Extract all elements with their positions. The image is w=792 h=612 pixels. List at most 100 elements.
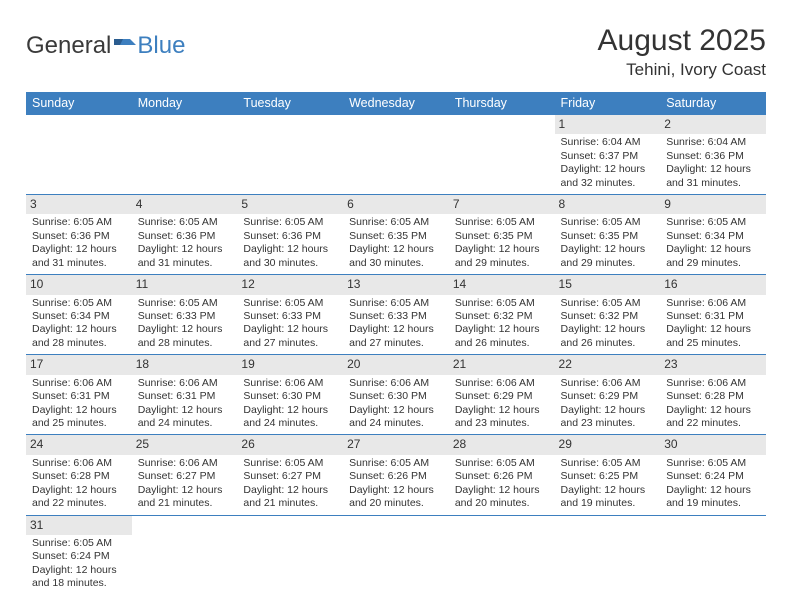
- sunset-text: Sunset: 6:35 PM: [455, 230, 549, 243]
- sunrise-text: Sunrise: 6:05 AM: [243, 297, 337, 310]
- calendar-cell: 2Sunrise: 6:04 AMSunset: 6:36 PMDaylight…: [660, 115, 766, 195]
- sunset-text: Sunset: 6:29 PM: [561, 390, 655, 403]
- day-details: Sunrise: 6:05 AMSunset: 6:36 PMDaylight:…: [241, 216, 339, 270]
- sunset-text: Sunset: 6:31 PM: [666, 310, 760, 323]
- day-number: 13: [343, 275, 449, 294]
- sunrise-text: Sunrise: 6:05 AM: [138, 216, 232, 229]
- sunrise-text: Sunrise: 6:06 AM: [138, 377, 232, 390]
- daylight-text: Daylight: 12 hours and 19 minutes.: [561, 484, 655, 511]
- calendar-page: GeneralBlue August 2025 Tehini, Ivory Co…: [0, 0, 792, 595]
- sunrise-text: Sunrise: 6:05 AM: [32, 297, 126, 310]
- title-block: August 2025 Tehini, Ivory Coast: [598, 24, 766, 80]
- day-number: 7: [449, 195, 555, 214]
- calendar-cell: 28Sunrise: 6:05 AMSunset: 6:26 PMDayligh…: [449, 435, 555, 515]
- day-number: 14: [449, 275, 555, 294]
- sunrise-text: Sunrise: 6:05 AM: [666, 457, 760, 470]
- daylight-text: Daylight: 12 hours and 31 minutes.: [666, 163, 760, 190]
- daylight-text: Daylight: 12 hours and 24 minutes.: [243, 404, 337, 431]
- day-details: Sunrise: 6:06 AMSunset: 6:28 PMDaylight:…: [30, 457, 128, 511]
- sunrise-text: Sunrise: 6:04 AM: [561, 136, 655, 149]
- daylight-text: Daylight: 12 hours and 29 minutes.: [666, 243, 760, 270]
- sunset-text: Sunset: 6:33 PM: [349, 310, 443, 323]
- sunset-text: Sunset: 6:31 PM: [138, 390, 232, 403]
- daylight-text: Daylight: 12 hours and 32 minutes.: [561, 163, 655, 190]
- day-number: 6: [343, 195, 449, 214]
- calendar-cell: 8Sunrise: 6:05 AMSunset: 6:35 PMDaylight…: [555, 195, 661, 275]
- daylight-text: Daylight: 12 hours and 27 minutes.: [349, 323, 443, 350]
- daylight-text: Daylight: 12 hours and 19 minutes.: [666, 484, 760, 511]
- day-number: 21: [449, 355, 555, 374]
- calendar-cell: [132, 115, 238, 195]
- calendar-cell: 12Sunrise: 6:05 AMSunset: 6:33 PMDayligh…: [237, 275, 343, 355]
- calendar-row: 1Sunrise: 6:04 AMSunset: 6:37 PMDaylight…: [26, 115, 766, 195]
- sunrise-text: Sunrise: 6:05 AM: [455, 216, 549, 229]
- page-header: GeneralBlue August 2025 Tehini, Ivory Co…: [26, 24, 766, 80]
- sunrise-text: Sunrise: 6:05 AM: [243, 457, 337, 470]
- calendar-cell: 23Sunrise: 6:06 AMSunset: 6:28 PMDayligh…: [660, 355, 766, 435]
- calendar-row: 3Sunrise: 6:05 AMSunset: 6:36 PMDaylight…: [26, 195, 766, 275]
- day-number: 9: [660, 195, 766, 214]
- daylight-text: Daylight: 12 hours and 25 minutes.: [666, 323, 760, 350]
- daylight-text: Daylight: 12 hours and 26 minutes.: [455, 323, 549, 350]
- daylight-text: Daylight: 12 hours and 24 minutes.: [138, 404, 232, 431]
- sunset-text: Sunset: 6:34 PM: [32, 310, 126, 323]
- day-header: Friday: [555, 92, 661, 115]
- sunrise-text: Sunrise: 6:06 AM: [666, 297, 760, 310]
- day-number: 27: [343, 435, 449, 454]
- sunrise-text: Sunrise: 6:06 AM: [138, 457, 232, 470]
- day-header: Monday: [132, 92, 238, 115]
- day-number: 10: [26, 275, 132, 294]
- sunset-text: Sunset: 6:28 PM: [32, 470, 126, 483]
- day-details: Sunrise: 6:05 AMSunset: 6:35 PMDaylight:…: [453, 216, 551, 270]
- day-number: 22: [555, 355, 661, 374]
- sunrise-text: Sunrise: 6:05 AM: [349, 457, 443, 470]
- calendar-row: 31Sunrise: 6:05 AMSunset: 6:24 PMDayligh…: [26, 515, 766, 595]
- sunrise-text: Sunrise: 6:05 AM: [349, 216, 443, 229]
- sunrise-text: Sunrise: 6:06 AM: [32, 377, 126, 390]
- day-details: Sunrise: 6:05 AMSunset: 6:34 PMDaylight:…: [664, 216, 762, 270]
- sunset-text: Sunset: 6:27 PM: [243, 470, 337, 483]
- calendar-head: SundayMondayTuesdayWednesdayThursdayFrid…: [26, 92, 766, 115]
- daylight-text: Daylight: 12 hours and 29 minutes.: [455, 243, 549, 270]
- sunset-text: Sunset: 6:35 PM: [561, 230, 655, 243]
- sunrise-text: Sunrise: 6:05 AM: [349, 297, 443, 310]
- day-details: Sunrise: 6:06 AMSunset: 6:30 PMDaylight:…: [347, 377, 445, 431]
- day-details: Sunrise: 6:05 AMSunset: 6:33 PMDaylight:…: [347, 297, 445, 351]
- calendar-cell: [343, 515, 449, 595]
- calendar-cell: 11Sunrise: 6:05 AMSunset: 6:33 PMDayligh…: [132, 275, 238, 355]
- calendar-cell: 21Sunrise: 6:06 AMSunset: 6:29 PMDayligh…: [449, 355, 555, 435]
- day-details: Sunrise: 6:06 AMSunset: 6:30 PMDaylight:…: [241, 377, 339, 431]
- daylight-text: Daylight: 12 hours and 29 minutes.: [561, 243, 655, 270]
- calendar-cell: 7 Sunrise: 6:05 AMSunset: 6:35 PMDaylight…: [449, 195, 555, 275]
- day-number: 30: [660, 435, 766, 454]
- sunrise-text: Sunrise: 6:05 AM: [455, 297, 549, 310]
- calendar-cell: 6Sunrise: 6:05 AMSunset: 6:35 PMDaylight…: [343, 195, 449, 275]
- day-details: Sunrise: 6:05 AMSunset: 6:25 PMDaylight:…: [559, 457, 657, 511]
- daylight-text: Daylight: 12 hours and 20 minutes.: [349, 484, 443, 511]
- daylight-text: Daylight: 12 hours and 26 minutes.: [561, 323, 655, 350]
- calendar-cell: [343, 115, 449, 195]
- daylight-text: Daylight: 12 hours and 27 minutes.: [243, 323, 337, 350]
- sunrise-text: Sunrise: 6:06 AM: [561, 377, 655, 390]
- day-number: 25: [132, 435, 238, 454]
- day-header-row: SundayMondayTuesdayWednesdayThursdayFrid…: [26, 92, 766, 115]
- day-number: 2: [660, 115, 766, 134]
- calendar-cell: [26, 115, 132, 195]
- day-details: Sunrise: 6:04 AMSunset: 6:37 PMDaylight:…: [559, 136, 657, 190]
- calendar-row: 24Sunrise: 6:06 AMSunset: 6:28 PMDayligh…: [26, 435, 766, 515]
- day-details: Sunrise: 6:06 AMSunset: 6:27 PMDaylight:…: [136, 457, 234, 511]
- calendar-table: SundayMondayTuesdayWednesdayThursdayFrid…: [26, 92, 766, 595]
- day-details: Sunrise: 6:06 AMSunset: 6:28 PMDaylight:…: [664, 377, 762, 431]
- calendar-cell: 29Sunrise: 6:05 AMSunset: 6:25 PMDayligh…: [555, 435, 661, 515]
- daylight-text: Daylight: 12 hours and 21 minutes.: [138, 484, 232, 511]
- daylight-text: Daylight: 12 hours and 28 minutes.: [138, 323, 232, 350]
- day-number: 19: [237, 355, 343, 374]
- sunset-text: Sunset: 6:31 PM: [32, 390, 126, 403]
- calendar-cell: 1Sunrise: 6:04 AMSunset: 6:37 PMDaylight…: [555, 115, 661, 195]
- sunrise-text: Sunrise: 6:06 AM: [666, 377, 760, 390]
- daylight-text: Daylight: 12 hours and 25 minutes.: [32, 404, 126, 431]
- calendar-cell: 3Sunrise: 6:05 AMSunset: 6:36 PMDaylight…: [26, 195, 132, 275]
- sunrise-text: Sunrise: 6:05 AM: [561, 216, 655, 229]
- day-number: 12: [237, 275, 343, 294]
- daylight-text: Daylight: 12 hours and 23 minutes.: [455, 404, 549, 431]
